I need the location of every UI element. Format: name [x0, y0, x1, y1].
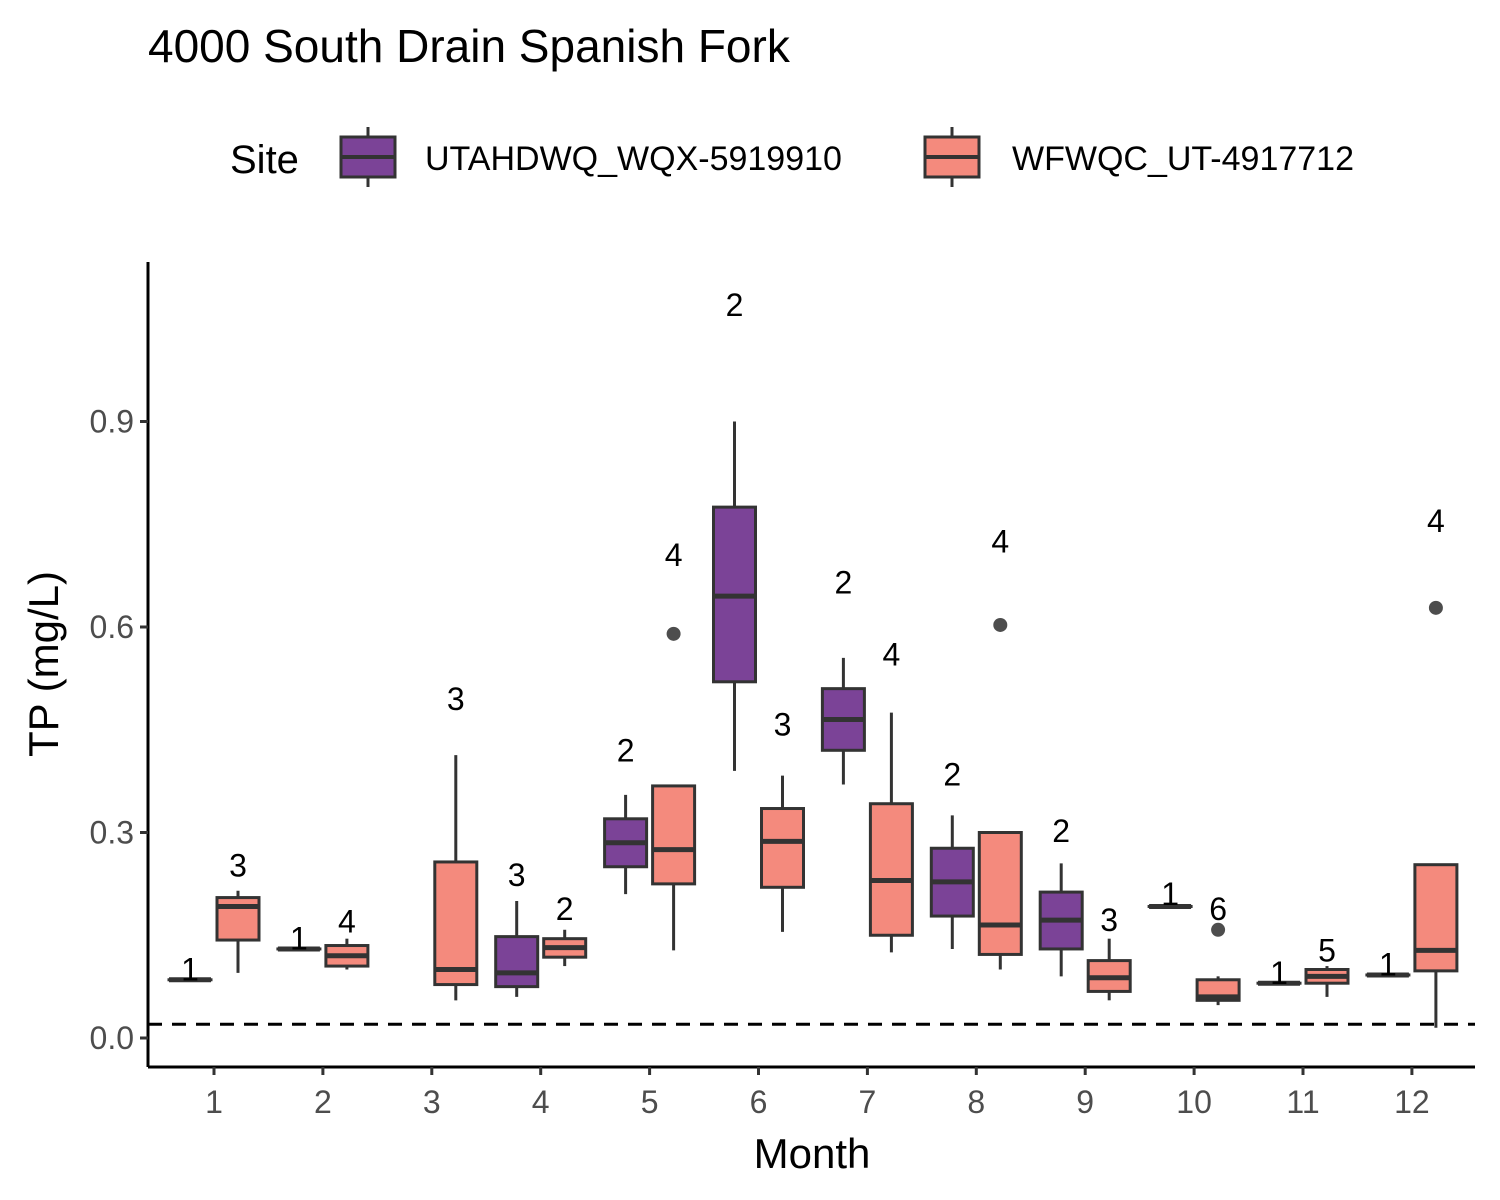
box-wfwqc-month-5	[651, 784, 697, 886]
legend-key-utahdwq	[339, 127, 397, 187]
x-tick-label-9: 9	[1076, 1084, 1094, 1120]
box-wfwqc-month-2-count-label: 4	[338, 904, 356, 940]
legend-label-wfwqc: WFWQC_UT-4917712	[1012, 140, 1354, 178]
legend-key-wfwqc	[923, 127, 981, 187]
box-utahdwq-month-10-count-label: 1	[1161, 876, 1179, 912]
x-tick-label-5: 5	[641, 1084, 659, 1120]
box-wfwqc-month-11-count-label: 5	[1318, 932, 1336, 968]
box-wfwqc-month-3	[433, 860, 479, 987]
x-tick-label-4: 4	[532, 1084, 550, 1120]
box-utahdwq-month-9-count-label: 2	[1052, 813, 1070, 849]
chart-title: 4000 South Drain Spanish Fork	[148, 20, 791, 72]
box-utahdwq-month-8-count-label: 2	[943, 756, 961, 792]
y-tick-label-0.3: 0.3	[90, 815, 134, 851]
box-utahdwq-month-11-count-label: 1	[1270, 955, 1288, 991]
x-tick-label-7: 7	[859, 1084, 877, 1120]
legend-title: Site	[230, 138, 299, 182]
y-tick-label-0.0: 0.0	[90, 1020, 134, 1056]
box-wfwqc-month-1-count-label: 3	[229, 847, 247, 883]
box-utahdwq-month-7-count-label: 2	[835, 564, 853, 600]
x-tick-label-11: 11	[1286, 1084, 1319, 1120]
x-tick-label-12: 12	[1394, 1084, 1430, 1120]
y-tick-label-0.9: 0.9	[90, 404, 134, 440]
box-wfwqc-month-4-count-label: 2	[556, 891, 574, 927]
box-wfwqc-month-6	[760, 807, 805, 889]
box-utahdwq-month-2-count-label: 1	[290, 921, 308, 957]
box-wfwqc-month-12-count-label: 4	[1427, 503, 1445, 539]
y-axis-title: TP (mg/L)	[20, 571, 67, 757]
legend: Site UTAHDWQ_WQX-5919910 WFWQC_UT-491771…	[230, 127, 1354, 187]
x-axis-title: Month	[754, 1130, 871, 1177]
legend-label-utahdwq: UTAHDWQ_WQX-5919910	[425, 140, 842, 178]
box-utahdwq-month-12-count-label: 1	[1379, 947, 1397, 983]
box-wfwqc-month-3-count-label: 3	[447, 681, 465, 717]
box-wfwqc-month-10-count-label: 6	[1209, 891, 1227, 927]
box-wfwqc-month-10-outlier-1	[1211, 922, 1226, 937]
y-tick-label-0.6: 0.6	[90, 609, 134, 645]
box-wfwqc-month-12	[1413, 863, 1459, 973]
x-tick-label-2: 2	[314, 1084, 332, 1120]
box-wfwqc-month-8-outlier-1	[993, 617, 1008, 632]
box-utahdwq-month-4-count-label: 3	[508, 857, 526, 893]
box-wfwqc-month-7-count-label: 4	[883, 636, 901, 672]
x-tick-label-6: 6	[750, 1084, 768, 1120]
box-utahdwq-month-6-count-label: 2	[726, 287, 744, 323]
box-wfwqc-month-1	[215, 896, 261, 942]
box-wfwqc-month-8	[977, 831, 1023, 956]
box-wfwqc-month-5-count-label: 4	[665, 537, 683, 573]
x-tick-label-3: 3	[423, 1084, 441, 1120]
box-wfwqc-month-12-outlier-1	[1428, 600, 1443, 615]
box-wfwqc-month-8-count-label: 4	[991, 523, 1009, 559]
box-utahdwq-month-4	[494, 935, 540, 989]
box-utahdwq-month-5-count-label: 2	[617, 732, 635, 768]
x-tick-label-10: 10	[1176, 1084, 1212, 1120]
x-tick-label-8: 8	[967, 1084, 985, 1120]
box-wfwqc-month-5-outlier-1	[666, 626, 681, 641]
box-wfwqc-month-6-count-label: 3	[774, 706, 792, 742]
box-wfwqc-month-9-count-label: 3	[1100, 902, 1118, 938]
box-wfwqc-month-7	[868, 802, 914, 937]
x-tick-label-1: 1	[205, 1084, 223, 1120]
box-utahdwq-month-1-count-label: 1	[181, 952, 199, 988]
